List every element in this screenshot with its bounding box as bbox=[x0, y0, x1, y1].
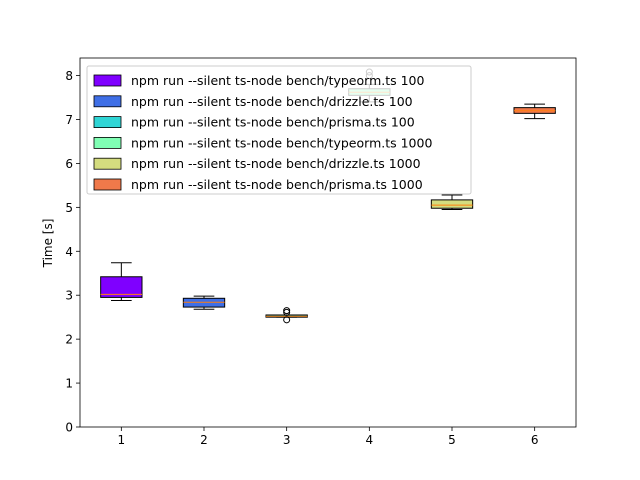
legend-swatch bbox=[93, 116, 122, 128]
legend-item: npm run --silent ts-node bench/typeorm.t… bbox=[93, 135, 432, 150]
box-3 bbox=[265, 307, 308, 324]
legend-item: npm run --silent ts-node bench/prisma.ts… bbox=[93, 177, 423, 192]
legend-label: npm run --silent ts-node bench/prisma.ts… bbox=[131, 177, 423, 192]
y-tick-label: 2 bbox=[65, 333, 73, 347]
legend-item: npm run --silent ts-node bench/drizzle.t… bbox=[93, 156, 421, 171]
y-tick-label: 1 bbox=[65, 377, 73, 391]
box-2 bbox=[182, 295, 226, 310]
y-tick-label: 4 bbox=[65, 245, 73, 259]
x-tick-label: 3 bbox=[283, 433, 291, 447]
legend-item: npm run --silent ts-node bench/drizzle.t… bbox=[93, 94, 413, 109]
legend-label: npm run --silent ts-node bench/prisma.ts… bbox=[131, 115, 415, 130]
box-body bbox=[430, 199, 474, 209]
outlier-point bbox=[283, 307, 291, 315]
y-tick-label: 5 bbox=[65, 201, 73, 215]
y-axis-label: Time [s] bbox=[41, 219, 55, 269]
y-tick-label: 7 bbox=[65, 113, 73, 127]
legend-item: npm run --silent ts-node bench/prisma.ts… bbox=[93, 115, 415, 130]
x-tick-label: 5 bbox=[448, 433, 456, 447]
x-tick-label: 4 bbox=[366, 433, 374, 447]
outlier-point bbox=[283, 316, 291, 324]
x-tick-label: 6 bbox=[531, 433, 539, 447]
legend-label: npm run --silent ts-node bench/drizzle.t… bbox=[131, 94, 413, 109]
legend-swatch bbox=[93, 157, 122, 170]
plot-frame bbox=[79, 57, 577, 428]
legend: npm run --silent ts-node bench/typeorm.t… bbox=[86, 65, 472, 195]
x-tick-label: 1 bbox=[118, 433, 126, 447]
y-tick-label: 0 bbox=[65, 421, 73, 435]
legend-label: npm run --silent ts-node bench/drizzle.t… bbox=[131, 156, 421, 171]
x-axis: 1 2 3 4 5 6 bbox=[118, 427, 539, 447]
legend-item: npm run --silent ts-node bench/typeorm.t… bbox=[93, 73, 425, 88]
box-6 bbox=[513, 103, 556, 120]
legend-swatch bbox=[93, 136, 122, 149]
x-tick-label: 2 bbox=[200, 433, 208, 447]
box-1 bbox=[100, 262, 143, 301]
y-tick-label: 8 bbox=[65, 69, 73, 83]
legend-swatch bbox=[93, 95, 122, 108]
legend-swatch bbox=[93, 74, 122, 87]
legend-label: npm run --silent ts-node bench/typeorm.t… bbox=[131, 73, 425, 88]
box-5 bbox=[430, 194, 474, 211]
legend-label: npm run --silent ts-node bench/typeorm.t… bbox=[131, 135, 432, 150]
y-tick-label: 6 bbox=[65, 157, 73, 171]
legend-frame bbox=[86, 65, 472, 195]
y-tick-label: 3 bbox=[65, 289, 73, 303]
legend-swatch bbox=[93, 178, 122, 191]
box-body bbox=[100, 276, 143, 298]
y-axis: 0 1 2 3 4 5 6 7 8 bbox=[65, 69, 80, 435]
